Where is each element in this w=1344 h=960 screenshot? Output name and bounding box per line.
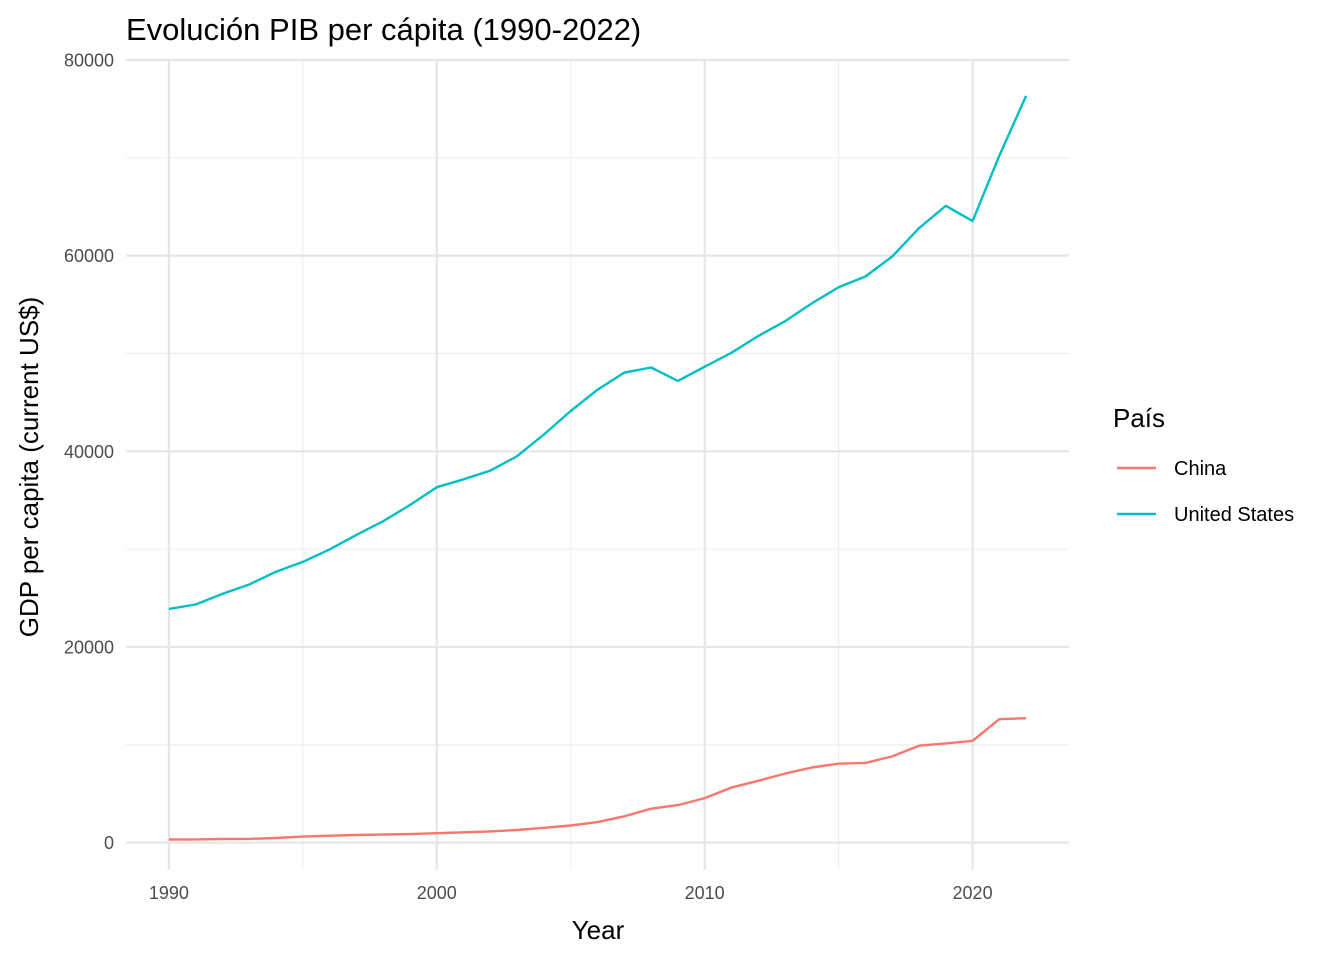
x-axis-title: Year: [572, 915, 625, 945]
x-axis-tick-labels: 1990 2000 2010 2020: [149, 883, 993, 903]
x-tick-label: 2000: [417, 883, 457, 903]
series-lines: [168, 95, 1028, 841]
minor-gridlines: [126, 60, 1069, 870]
legend-title: País: [1113, 403, 1165, 433]
major-gridlines: [126, 58, 1069, 870]
series-line-united-states: [168, 95, 1028, 611]
y-axis-title: GDP per capita (current US$): [14, 297, 44, 638]
legend: País China United States: [1113, 403, 1294, 526]
y-tick-label: 40000: [64, 442, 114, 462]
y-tick-label: 20000: [64, 637, 114, 657]
y-tick-label: 80000: [64, 51, 114, 71]
series-line-china: [168, 717, 1027, 841]
y-tick-label: 60000: [64, 246, 114, 266]
x-tick-label: 2010: [685, 883, 725, 903]
legend-label-united-states: United States: [1174, 504, 1294, 526]
chart-title: Evolución PIB per cápita (1990-2022): [126, 12, 641, 47]
y-tick-label: 0: [104, 833, 114, 853]
x-tick-label: 1990: [149, 883, 189, 903]
y-axis-tick-labels: 0 20000 40000 60000 80000: [64, 51, 114, 854]
legend-label-china: China: [1174, 458, 1227, 480]
x-tick-label: 2020: [953, 883, 993, 903]
